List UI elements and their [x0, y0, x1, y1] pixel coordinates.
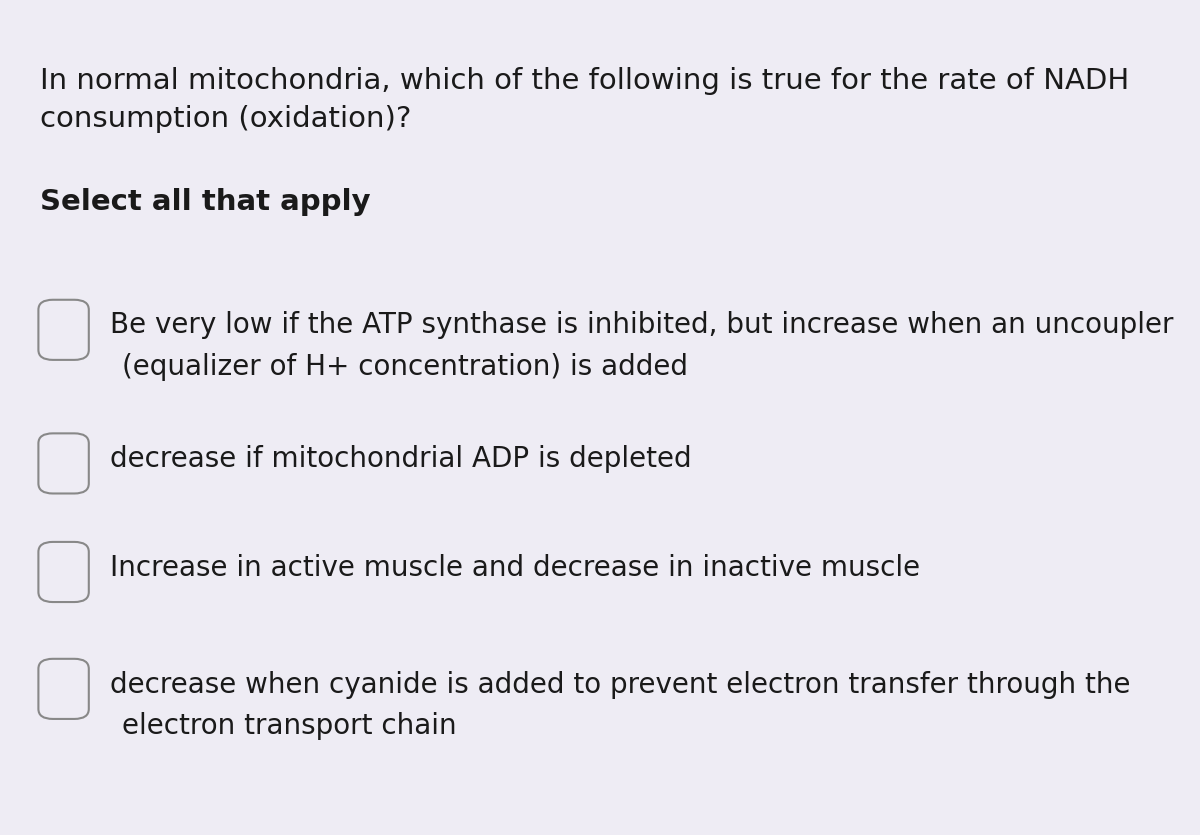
- FancyBboxPatch shape: [38, 542, 89, 602]
- Text: Select all that apply: Select all that apply: [40, 188, 371, 216]
- Text: (equalizer of H+ concentration) is added: (equalizer of H+ concentration) is added: [122, 352, 689, 381]
- Text: Increase in active muscle and decrease in inactive muscle: Increase in active muscle and decrease i…: [110, 554, 920, 582]
- Text: Be very low if the ATP synthase is inhibited, but increase when an uncoupler: Be very low if the ATP synthase is inhib…: [110, 311, 1174, 340]
- FancyBboxPatch shape: [38, 300, 89, 360]
- FancyBboxPatch shape: [38, 659, 89, 719]
- Text: decrease when cyanide is added to prevent electron transfer through the: decrease when cyanide is added to preven…: [110, 671, 1130, 699]
- Text: In normal mitochondria, which of the following is true for the rate of NADH
cons: In normal mitochondria, which of the fol…: [40, 67, 1129, 133]
- Text: decrease if mitochondrial ADP is depleted: decrease if mitochondrial ADP is deplete…: [110, 445, 692, 473]
- Text: electron transport chain: electron transport chain: [122, 711, 457, 740]
- FancyBboxPatch shape: [38, 433, 89, 493]
